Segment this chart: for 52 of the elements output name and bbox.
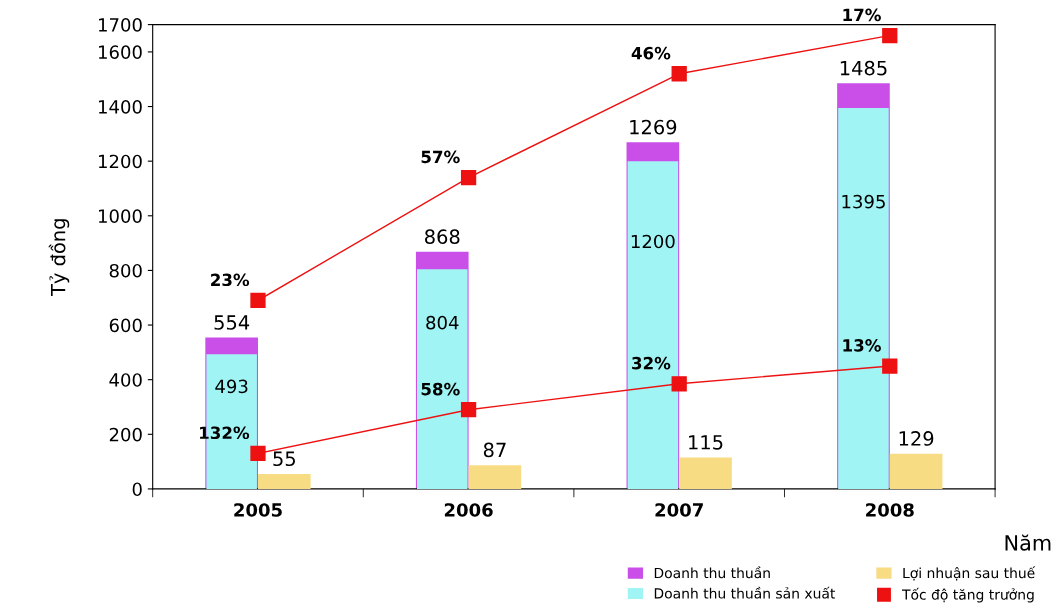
y-tick-label: 600 xyxy=(109,318,142,333)
data-label: 868 xyxy=(425,229,460,244)
data-label: 115 xyxy=(689,435,723,450)
x-tick-label: 2006 xyxy=(444,503,493,517)
bar xyxy=(257,473,311,489)
legend-label: Tốc độ tăng trưởng xyxy=(901,587,1034,603)
point xyxy=(882,358,898,374)
y-tick-label: 0 xyxy=(132,482,142,497)
x-tick-label: 2005 xyxy=(234,503,282,517)
y-tick-label: 1600 xyxy=(98,45,142,60)
annotation: 58% xyxy=(421,382,460,396)
legend-label: Doanh thu thuần sản xuất xyxy=(654,586,836,599)
annotation: 13% xyxy=(843,339,881,352)
data-label: 1395 xyxy=(842,194,885,209)
data-label: 804 xyxy=(426,315,459,330)
x-axis-title: Năm xyxy=(1005,534,1051,551)
data-label: 55 xyxy=(273,451,295,467)
annotation: 46% xyxy=(631,46,671,60)
point xyxy=(250,445,266,462)
data-label: 1485 xyxy=(840,60,887,76)
data-label: 87 xyxy=(483,442,506,458)
annotation: 23% xyxy=(211,273,250,287)
data-label: 129 xyxy=(899,431,934,446)
data-label: 1269 xyxy=(630,119,677,135)
x-tick-label: 2008 xyxy=(866,503,914,517)
y-tick-label: 1200 xyxy=(98,154,142,169)
y-tick-label: 800 xyxy=(109,263,142,278)
point xyxy=(671,66,687,82)
point xyxy=(460,169,477,186)
y-tick-label: 1400 xyxy=(98,100,142,114)
annotation: 32% xyxy=(632,356,671,370)
legend-label: Doanh thu thuần xyxy=(654,566,770,579)
data-label: 493 xyxy=(215,379,248,394)
bar xyxy=(468,465,522,489)
y-tick-label: 400 xyxy=(109,373,142,387)
point xyxy=(671,376,687,392)
y-tick-label: 200 xyxy=(109,427,142,442)
legend-label: Lợi nhuận sau thuế xyxy=(903,566,1036,581)
annotation: 132% xyxy=(200,426,250,440)
annotation: 17% xyxy=(843,8,881,22)
x-tick-label: 2007 xyxy=(655,503,703,517)
y-tick-label: 1700 xyxy=(98,18,142,32)
annotation: 57% xyxy=(421,150,460,164)
y-tick-label: 1000 xyxy=(98,209,142,223)
data-label: 1200 xyxy=(631,234,675,249)
data-label: 554 xyxy=(214,315,250,330)
y-axis-title: Tỷ đồng xyxy=(48,219,70,297)
point xyxy=(460,402,477,418)
bar xyxy=(679,457,732,489)
point xyxy=(882,27,898,44)
bar xyxy=(889,453,943,489)
point xyxy=(250,292,266,309)
